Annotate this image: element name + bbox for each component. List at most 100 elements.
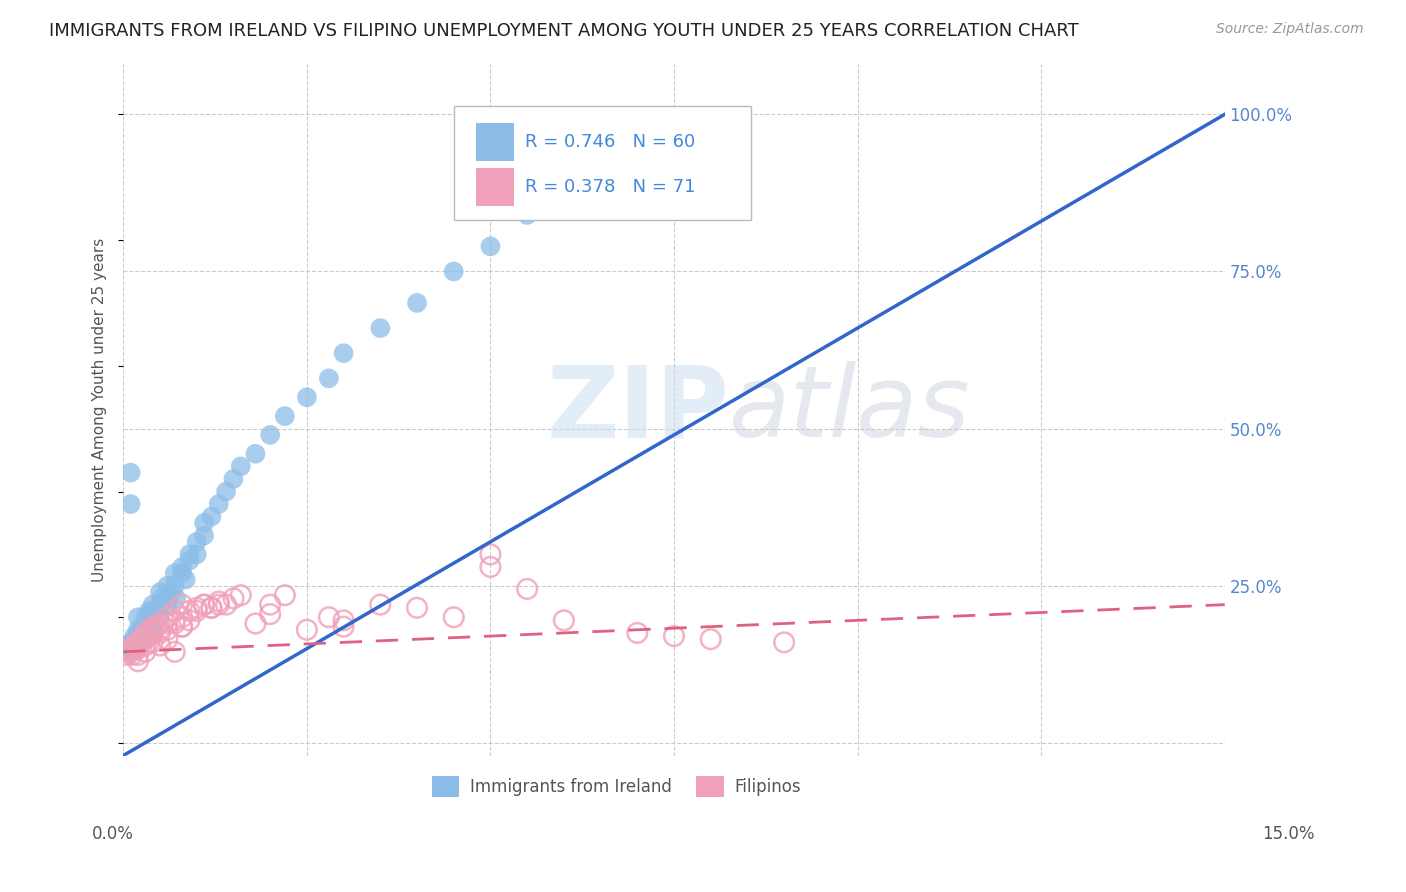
Point xyxy=(124,629,146,643)
Bar xyxy=(432,776,460,797)
Point xyxy=(186,534,208,549)
Point xyxy=(516,208,538,222)
Point xyxy=(406,600,429,615)
Point xyxy=(332,620,354,634)
Point xyxy=(142,610,165,624)
Point xyxy=(131,632,153,647)
Point xyxy=(149,623,172,637)
Bar xyxy=(475,123,515,161)
Point xyxy=(443,610,465,624)
Point xyxy=(699,632,721,647)
Point xyxy=(149,585,172,599)
Point xyxy=(368,321,391,335)
Point xyxy=(274,588,297,602)
Point xyxy=(163,613,186,627)
Text: Immigrants from Ireland: Immigrants from Ireland xyxy=(470,778,672,796)
Point xyxy=(229,459,252,474)
Point xyxy=(142,598,165,612)
Point xyxy=(318,610,340,624)
Point xyxy=(115,648,138,662)
Point xyxy=(134,626,156,640)
Text: IMMIGRANTS FROM IRELAND VS FILIPINO UNEMPLOYMENT AMONG YOUTH UNDER 25 YEARS CORR: IMMIGRANTS FROM IRELAND VS FILIPINO UNEM… xyxy=(49,22,1078,40)
Point xyxy=(134,645,156,659)
FancyBboxPatch shape xyxy=(454,105,751,219)
Point xyxy=(156,579,179,593)
Point xyxy=(406,296,429,310)
Point xyxy=(193,528,215,542)
Point xyxy=(142,620,165,634)
Point xyxy=(368,598,391,612)
Point xyxy=(115,639,138,653)
Point xyxy=(149,639,172,653)
Point xyxy=(156,610,179,624)
Point xyxy=(170,566,193,581)
Point xyxy=(149,598,172,612)
Point xyxy=(149,626,172,640)
Point xyxy=(193,598,215,612)
Point xyxy=(134,623,156,637)
Point xyxy=(170,620,193,634)
Point xyxy=(479,239,502,253)
Point xyxy=(142,626,165,640)
Point xyxy=(145,620,167,634)
Point xyxy=(332,346,354,360)
Point xyxy=(156,616,179,631)
Point xyxy=(215,598,238,612)
Point xyxy=(134,629,156,643)
Point xyxy=(120,641,142,656)
Point xyxy=(156,591,179,606)
Point xyxy=(179,547,201,561)
Point xyxy=(135,629,157,643)
Point xyxy=(120,641,142,656)
Text: Source: ZipAtlas.com: Source: ZipAtlas.com xyxy=(1216,22,1364,37)
Point xyxy=(150,591,173,606)
Point xyxy=(127,610,149,624)
Point xyxy=(127,635,149,649)
Point xyxy=(163,579,186,593)
Point xyxy=(156,598,179,612)
Point xyxy=(553,120,575,134)
Point xyxy=(127,641,149,656)
Point xyxy=(259,598,281,612)
Text: ZIP: ZIP xyxy=(546,361,730,458)
Point xyxy=(193,598,215,612)
Point xyxy=(259,428,281,442)
Point xyxy=(222,472,245,486)
Point xyxy=(142,635,165,649)
Point xyxy=(121,648,143,662)
Point xyxy=(662,629,685,643)
Point xyxy=(186,600,208,615)
Point xyxy=(121,645,143,659)
Point xyxy=(479,547,502,561)
Point xyxy=(245,447,267,461)
Point xyxy=(124,639,146,653)
Point xyxy=(170,620,193,634)
Point xyxy=(174,573,197,587)
Point xyxy=(229,588,252,602)
Point xyxy=(138,635,160,649)
Point xyxy=(127,623,149,637)
Point xyxy=(134,616,156,631)
Point xyxy=(443,264,465,278)
Point xyxy=(200,600,222,615)
Point xyxy=(134,639,156,653)
Point xyxy=(134,623,156,637)
Point xyxy=(170,598,193,612)
Point xyxy=(127,639,149,653)
Text: R = 0.378   N = 71: R = 0.378 N = 71 xyxy=(526,178,696,196)
Point xyxy=(200,600,222,615)
Point xyxy=(128,626,150,640)
Point xyxy=(259,607,281,621)
Point xyxy=(222,591,245,606)
Point xyxy=(163,616,186,631)
Point xyxy=(127,635,149,649)
Text: 0.0%: 0.0% xyxy=(91,825,134,843)
Point xyxy=(332,613,354,627)
Bar xyxy=(696,776,724,797)
Point xyxy=(208,598,231,612)
Text: 15.0%: 15.0% xyxy=(1263,825,1315,843)
Point xyxy=(215,484,238,499)
Bar xyxy=(475,168,515,206)
Point xyxy=(179,604,201,618)
Point xyxy=(120,645,142,659)
